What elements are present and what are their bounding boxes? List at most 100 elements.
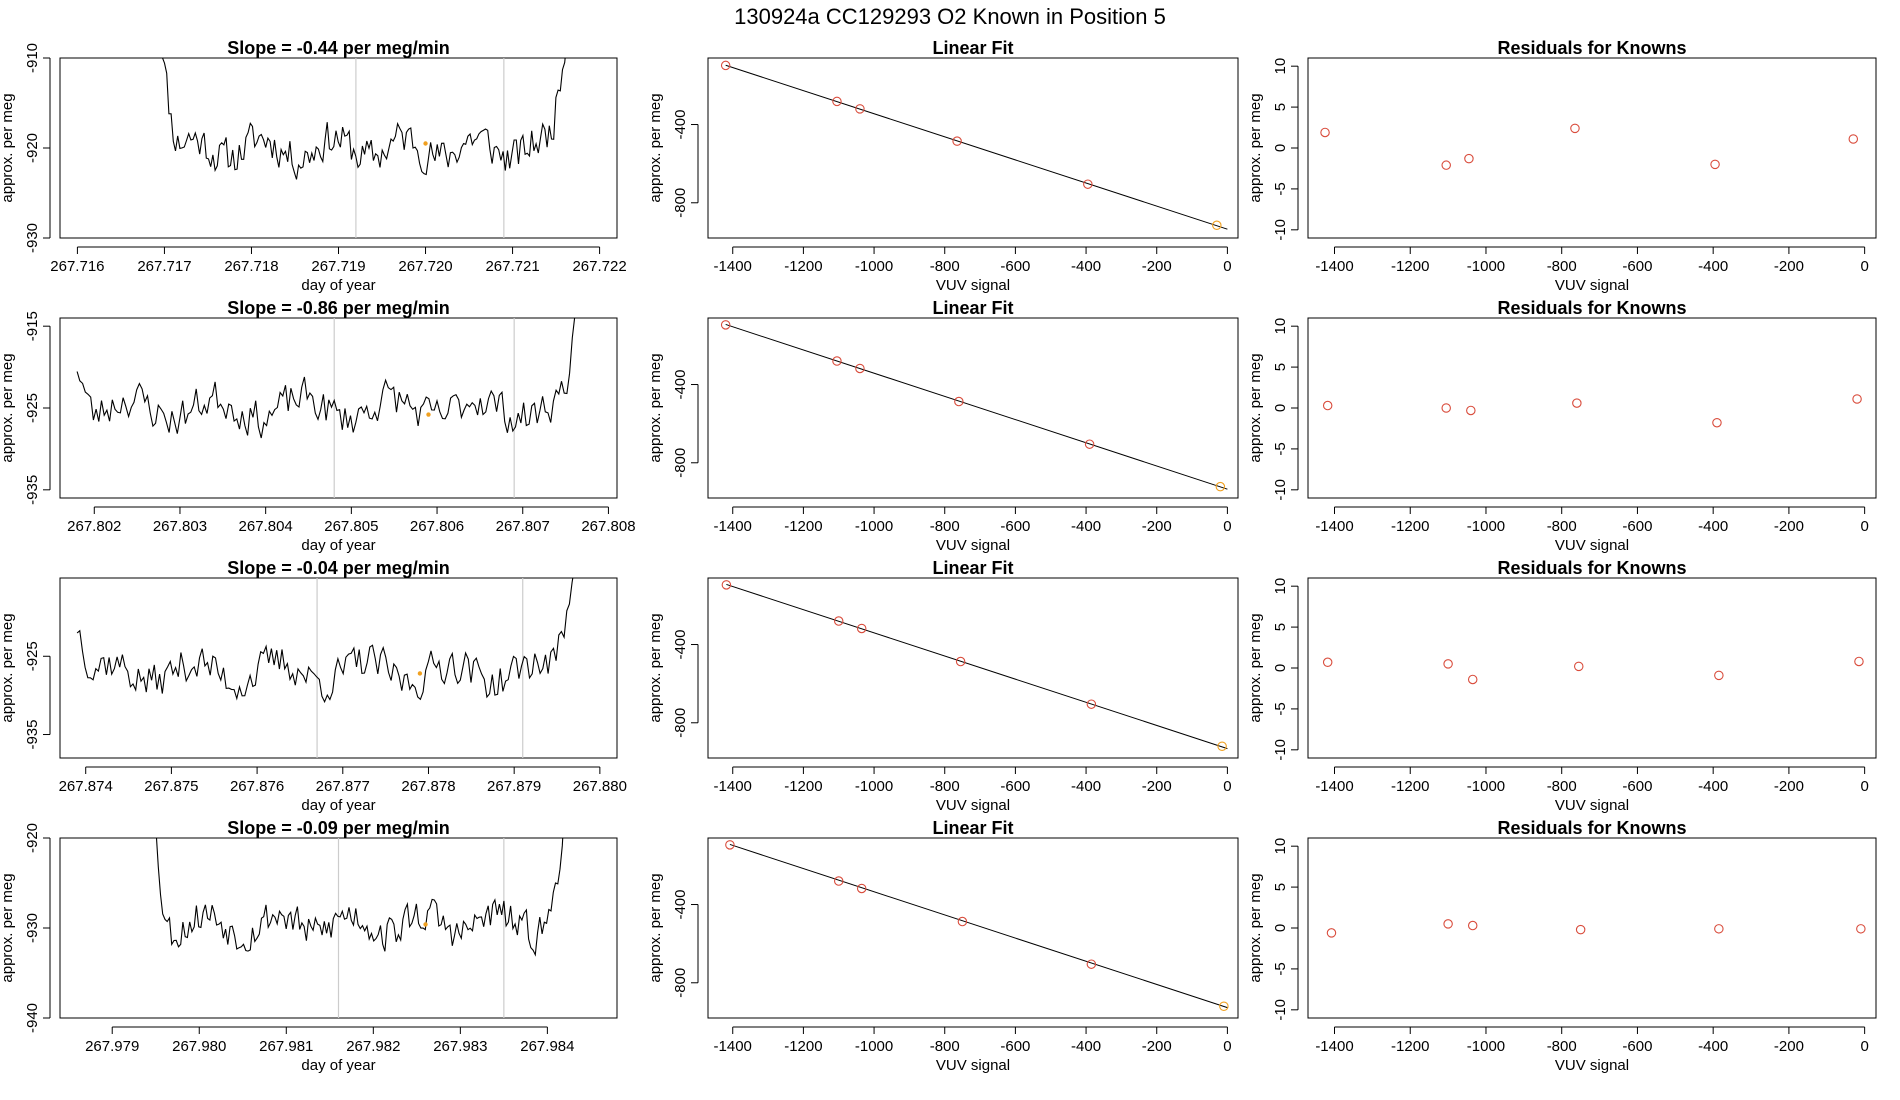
x-axis-label: VUV signal	[936, 537, 1010, 554]
y-tick-label: -5	[1272, 702, 1289, 715]
x-tick-label: -1400	[714, 1038, 752, 1055]
data-marker	[1852, 394, 1862, 404]
y-axis-label: approx. per meg	[0, 93, 16, 202]
x-tick-label: 267.875	[144, 778, 198, 795]
x-tick-label: 267.721	[485, 258, 539, 275]
y-axis-label: approx. per meg	[1247, 873, 1264, 982]
y-tick-label: -800	[672, 188, 689, 218]
x-tick-label: 267.803	[153, 518, 207, 535]
x-tick-label: -1200	[784, 518, 822, 535]
x-tick-label: -800	[1547, 778, 1577, 795]
panel-title: Slope = -0.44 per meg/min	[227, 38, 450, 58]
panel-title: Linear Fit	[932, 38, 1013, 58]
x-tick-label: -1000	[855, 778, 893, 795]
panel-6: Residuals for Knowns-1400 -1200 -1000 -800-…	[1247, 298, 1877, 554]
x-tick-label: -1200	[784, 258, 822, 275]
plot-frame	[707, 317, 1239, 499]
y-axis-label: approx. per meg	[647, 873, 664, 982]
x-tick-label: -1400	[714, 778, 752, 795]
y-tick-label: 5	[1272, 103, 1289, 111]
data-marker	[1856, 924, 1866, 934]
y-tick-label: -10	[1272, 479, 1289, 501]
data-marker	[1466, 405, 1476, 416]
y-tick-label: -800	[672, 448, 689, 478]
data-marker	[1854, 656, 1864, 667]
panel-9: Residuals for Knowns-1400 -1200 -1000 -800-…	[1247, 558, 1877, 814]
panel-11: Linear Fit -1400 -1200 -1000 -800 -600 -400 -20…	[647, 818, 1239, 1074]
plot-frame	[59, 317, 618, 499]
data-marker	[855, 104, 865, 114]
x-tick-label: -1000	[855, 258, 893, 275]
plot-frame	[1307, 577, 1877, 759]
y-tick-label: -940	[24, 1003, 41, 1033]
data-marker	[1848, 134, 1859, 144]
y-tick-label: -920	[24, 133, 41, 163]
x-tick-label: -1200	[784, 778, 822, 795]
x-axis-label: day of year	[301, 277, 375, 294]
x-tick-label: -1200	[1391, 778, 1429, 795]
data-marker	[955, 656, 966, 667]
y-tick-label: -400	[672, 110, 689, 140]
data-marker	[1320, 127, 1330, 138]
data-marker	[720, 60, 731, 71]
y-tick-label: -930	[24, 913, 41, 943]
x-tick-label: -1400	[1315, 778, 1353, 795]
x-axis-label: VUV signal	[936, 797, 1010, 814]
y-tick-label: -915	[24, 311, 41, 341]
x-tick-label: -1000	[1467, 258, 1505, 275]
panels-grid: Slope = -0.44 per meg/min 267.716 267.717 2…	[0, 38, 1877, 1074]
y-tick-label: 0	[1272, 404, 1289, 412]
highlight-point	[417, 671, 423, 676]
plot-frame	[707, 577, 1239, 759]
data-marker	[720, 320, 731, 330]
data-marker	[856, 623, 867, 634]
plot-frame	[1307, 317, 1877, 499]
x-tick-label: -1200	[1391, 1038, 1429, 1055]
panel-8: Linear Fit -1400 -1200 -1000 -800 -600 -400 -20…	[647, 558, 1239, 814]
x-tick-label: -1400	[714, 518, 752, 535]
data-marker	[1467, 920, 1478, 931]
x-tick-label: 267.716	[50, 258, 104, 275]
data-marker	[1464, 153, 1474, 164]
x-tick-label: 267.806	[410, 518, 464, 535]
data-marker	[721, 580, 732, 590]
x-tick-label: -1000	[855, 1038, 893, 1055]
panel-5: Linear Fit -1400 -1200 -1000 -800 -600 -400 -20…	[647, 298, 1239, 554]
x-tick-label: -400	[1698, 518, 1728, 535]
highlight-marker	[1219, 1001, 1229, 1012]
x-tick-label: -400	[1071, 258, 1101, 275]
panel-4: Slope = -0.86 per meg/min 267.802 267.803 2…	[0, 298, 636, 554]
x-tick-label: -600	[1000, 518, 1030, 535]
data-marker	[1714, 670, 1724, 681]
x-tick-label: 267.722	[572, 258, 626, 275]
data-marker	[1443, 659, 1453, 669]
data-marker	[1467, 674, 1478, 685]
y-tick-label: 5	[1272, 883, 1289, 891]
data-marker	[1573, 661, 1584, 672]
fit-line	[725, 64, 1228, 230]
x-tick-label: 0	[1860, 778, 1868, 795]
x-tick-label: 267.878	[401, 778, 455, 795]
y-tick-label: -930	[24, 223, 41, 253]
y-tick-label: 5	[1272, 363, 1289, 371]
x-tick-label: 267.879	[487, 778, 541, 795]
x-tick-label: -600	[1622, 778, 1652, 795]
x-tick-label: -1400	[714, 258, 752, 275]
x-tick-label: -600	[1000, 778, 1030, 795]
panel-title: Residuals for Knowns	[1497, 298, 1686, 318]
x-tick-label: -400	[1071, 778, 1101, 795]
y-tick-label: 10	[1272, 578, 1289, 595]
x-axis-label: VUV signal	[936, 277, 1010, 294]
y-tick-label: 10	[1272, 58, 1289, 75]
y-axis-label: approx. per meg	[647, 353, 664, 462]
panel-title: Slope = -0.04 per meg/min	[227, 558, 450, 578]
y-tick-label: 0	[1272, 144, 1289, 152]
x-tick-label: -200	[1142, 1038, 1172, 1055]
x-tick-label: 267.808	[581, 518, 635, 535]
highlight-point	[426, 412, 431, 417]
x-tick-label: 267.877	[316, 778, 370, 795]
panel-title: Slope = -0.09 per meg/min	[227, 818, 450, 838]
data-marker	[1441, 403, 1451, 413]
y-axis-label: approx. per meg	[0, 613, 16, 722]
x-tick-label: -800	[930, 1038, 960, 1055]
